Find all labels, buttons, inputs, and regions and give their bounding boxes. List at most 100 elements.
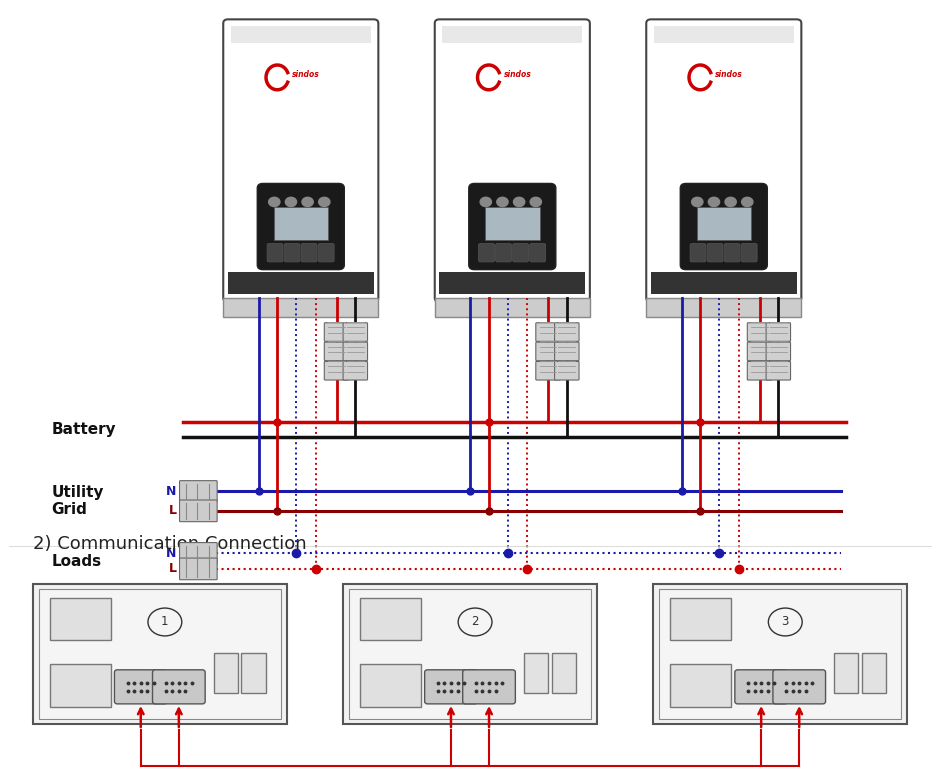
Bar — [231, 26, 370, 43]
Bar — [50, 664, 111, 707]
Bar — [443, 26, 583, 43]
FancyBboxPatch shape — [690, 244, 706, 262]
Bar — [274, 207, 328, 240]
Bar — [343, 584, 597, 724]
FancyBboxPatch shape — [555, 361, 579, 380]
Circle shape — [286, 197, 297, 207]
Text: sindos: sindos — [292, 70, 321, 79]
Bar — [834, 652, 858, 693]
FancyBboxPatch shape — [747, 323, 772, 341]
FancyBboxPatch shape — [735, 670, 788, 704]
FancyBboxPatch shape — [324, 342, 349, 361]
FancyBboxPatch shape — [343, 323, 368, 341]
FancyBboxPatch shape — [258, 183, 344, 269]
Text: sindos: sindos — [504, 70, 532, 79]
FancyBboxPatch shape — [343, 342, 368, 361]
Bar — [647, 298, 801, 317]
FancyBboxPatch shape — [469, 183, 556, 269]
FancyBboxPatch shape — [115, 670, 167, 704]
Bar — [227, 272, 373, 294]
FancyBboxPatch shape — [555, 323, 579, 341]
FancyBboxPatch shape — [681, 183, 767, 269]
FancyBboxPatch shape — [742, 244, 757, 262]
Bar — [39, 589, 281, 719]
FancyBboxPatch shape — [495, 244, 511, 262]
FancyBboxPatch shape — [180, 543, 217, 564]
Circle shape — [513, 197, 525, 207]
Bar — [242, 652, 266, 693]
FancyBboxPatch shape — [425, 670, 478, 704]
Circle shape — [725, 197, 736, 207]
Text: L: L — [168, 563, 177, 575]
Circle shape — [742, 197, 753, 207]
FancyBboxPatch shape — [180, 500, 217, 522]
Text: 3: 3 — [781, 615, 789, 628]
Circle shape — [530, 197, 541, 207]
Bar — [360, 664, 421, 707]
FancyBboxPatch shape — [224, 19, 378, 302]
FancyBboxPatch shape — [267, 244, 283, 262]
FancyBboxPatch shape — [766, 323, 791, 341]
FancyBboxPatch shape — [530, 244, 545, 262]
FancyBboxPatch shape — [747, 361, 772, 380]
FancyBboxPatch shape — [180, 481, 217, 502]
FancyBboxPatch shape — [301, 244, 317, 262]
Circle shape — [709, 197, 720, 207]
FancyBboxPatch shape — [766, 361, 791, 380]
FancyBboxPatch shape — [180, 558, 217, 580]
Circle shape — [319, 197, 330, 207]
FancyBboxPatch shape — [324, 361, 349, 380]
Bar — [552, 652, 576, 693]
Circle shape — [497, 197, 509, 207]
Bar — [485, 207, 540, 240]
FancyBboxPatch shape — [319, 244, 334, 262]
FancyBboxPatch shape — [747, 342, 772, 361]
FancyBboxPatch shape — [773, 670, 825, 704]
Text: Battery: Battery — [52, 422, 117, 437]
FancyBboxPatch shape — [536, 342, 560, 361]
Bar — [659, 589, 901, 719]
Bar — [434, 298, 590, 317]
Text: N: N — [166, 485, 177, 498]
Bar — [670, 664, 731, 707]
Bar — [50, 598, 111, 640]
FancyBboxPatch shape — [555, 342, 579, 361]
FancyBboxPatch shape — [324, 323, 349, 341]
Circle shape — [269, 197, 280, 207]
FancyBboxPatch shape — [536, 361, 560, 380]
Bar — [650, 272, 797, 294]
Circle shape — [302, 197, 313, 207]
FancyBboxPatch shape — [512, 244, 528, 262]
Bar — [224, 298, 378, 317]
Text: sindos: sindos — [715, 70, 744, 79]
FancyBboxPatch shape — [724, 244, 740, 262]
FancyBboxPatch shape — [284, 244, 300, 262]
Bar — [213, 652, 238, 693]
Bar — [524, 652, 548, 693]
Bar — [349, 589, 591, 719]
Circle shape — [480, 197, 492, 207]
Text: N: N — [166, 547, 177, 560]
Text: 1: 1 — [161, 615, 168, 628]
Bar — [653, 584, 907, 724]
FancyBboxPatch shape — [343, 361, 368, 380]
Text: L: L — [168, 505, 177, 517]
Bar — [360, 598, 421, 640]
FancyBboxPatch shape — [152, 670, 205, 704]
Text: 2: 2 — [471, 615, 478, 628]
Bar — [670, 598, 731, 640]
Bar — [654, 26, 793, 43]
Text: Loads: Loads — [52, 553, 102, 569]
FancyBboxPatch shape — [478, 244, 494, 262]
Bar — [862, 652, 886, 693]
Bar — [33, 584, 287, 724]
Text: 2) Communication Connection: 2) Communication Connection — [33, 536, 306, 553]
FancyBboxPatch shape — [462, 670, 515, 704]
FancyBboxPatch shape — [536, 323, 560, 341]
Circle shape — [692, 197, 703, 207]
Bar — [697, 207, 751, 240]
FancyBboxPatch shape — [707, 244, 723, 262]
FancyBboxPatch shape — [647, 19, 801, 302]
Bar — [440, 272, 585, 294]
FancyBboxPatch shape — [766, 342, 791, 361]
